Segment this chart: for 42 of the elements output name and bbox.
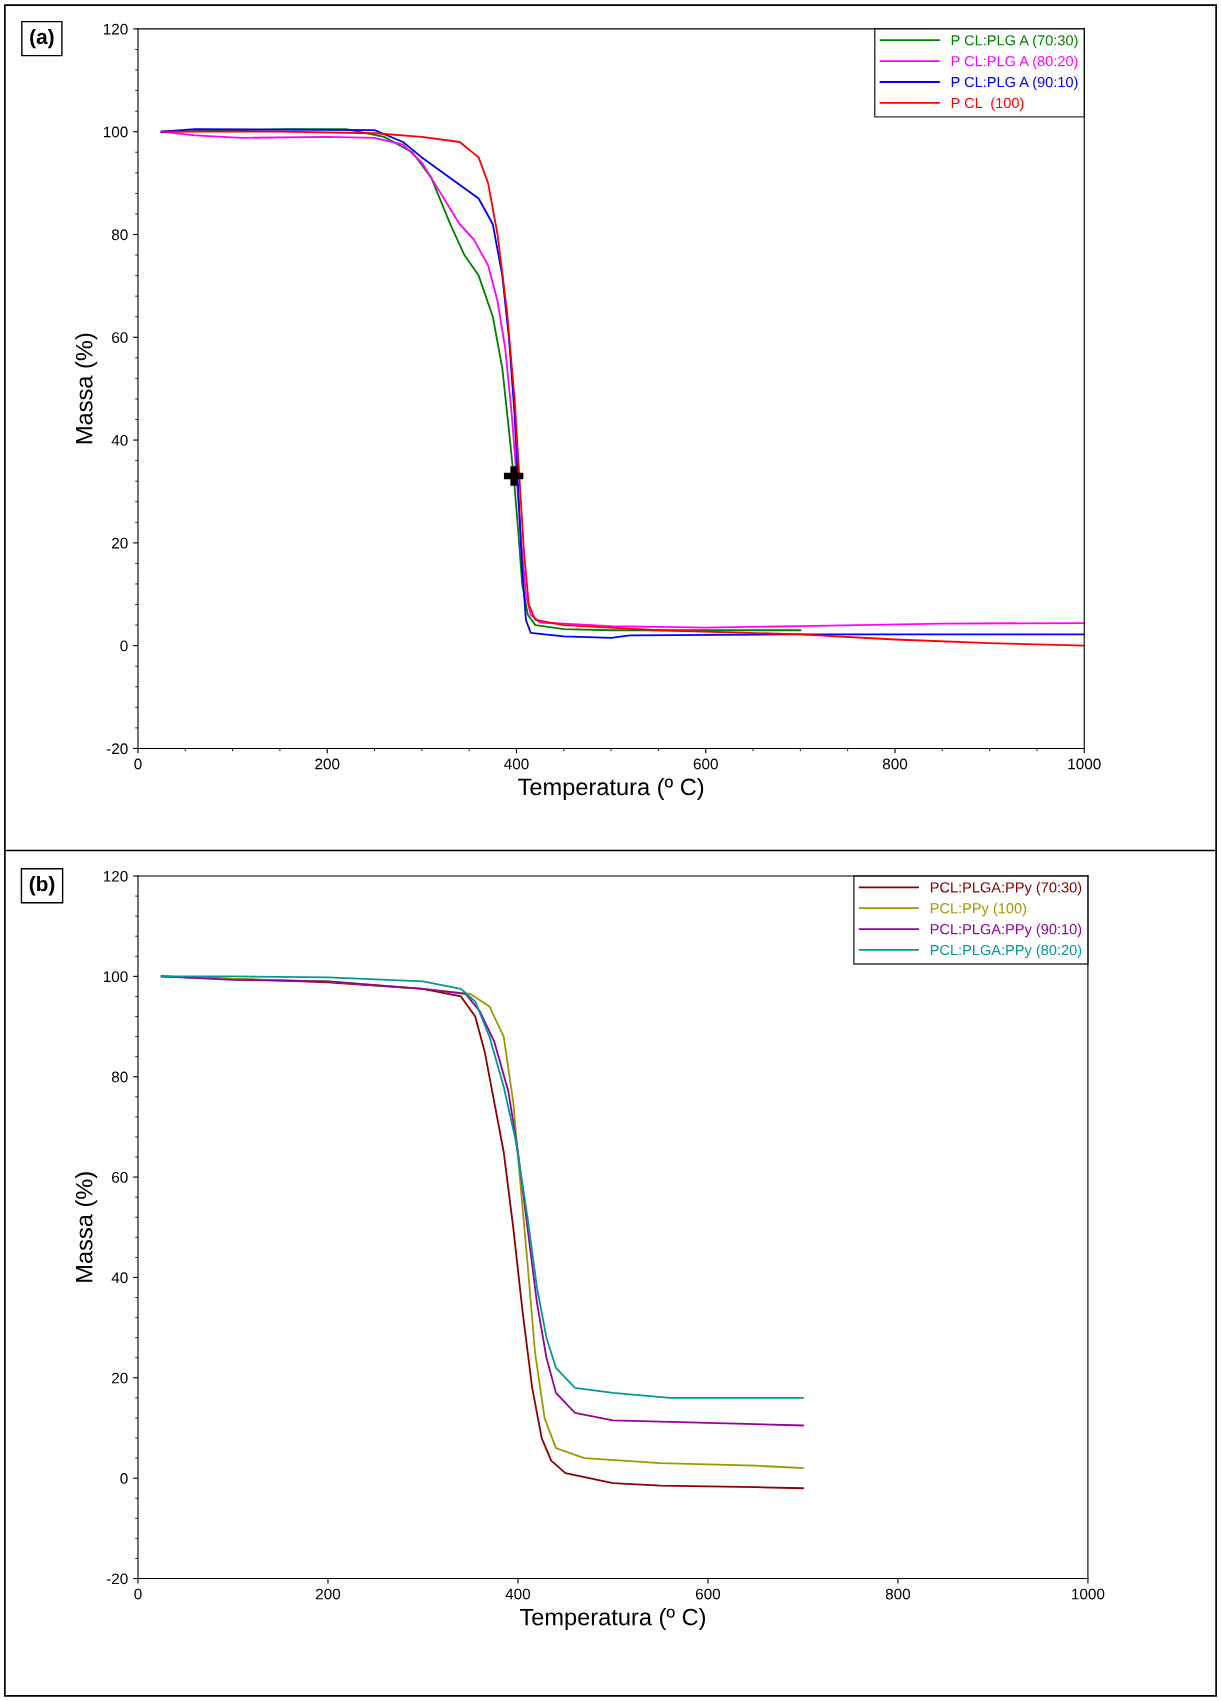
y-tick-label: 80 (111, 229, 128, 241)
x-tick-label: 1000 (1068, 758, 1101, 770)
x-axis-title: Temperatura (º C) (518, 777, 704, 800)
legend-label: PCL:PLGA:PPy (70:30) (930, 881, 1082, 896)
y-tick-label: 60 (112, 332, 128, 343)
legend-label: P CL:PLG A (90:10) (951, 76, 1078, 91)
x-tick-label: 600 (693, 758, 718, 770)
y-axis-title: Massa (%) (75, 1172, 98, 1282)
y-tick-label: 0 (120, 640, 128, 652)
x-tick-label: 200 (315, 758, 340, 770)
x-tick-label: 1000 (1072, 1588, 1105, 1600)
y-axis-title: Massa (%) (75, 333, 98, 444)
y-tick-label: 40 (111, 1272, 128, 1284)
x-tick-label: 200 (315, 1588, 341, 1600)
x-tick-label: 0 (134, 758, 142, 770)
x-tick-label: 0 (134, 1588, 142, 1600)
y-tick-label: 20 (112, 537, 128, 549)
y-tick-label: 0 (120, 1473, 128, 1484)
legend-label: PCL:PLGA:PPy (80:20) (930, 944, 1082, 959)
legend-label: P CL (100) (951, 97, 1024, 111)
y-tick-label: -20 (106, 743, 128, 755)
y-tick-label: -20 (106, 1573, 128, 1585)
y-tick-label: 80 (111, 1071, 128, 1083)
text: (a) (30, 28, 54, 49)
y-tick-label: 20 (112, 1372, 128, 1384)
x-tick-label: 800 (885, 1588, 911, 1600)
legend-label: P CL:PLG A (80:20) (951, 55, 1078, 70)
x-tick-label: 800 (882, 758, 908, 770)
y-tick-label: 120 (103, 870, 128, 882)
y-tick-label: 100 (103, 126, 128, 138)
y-tick-label: 120 (103, 23, 128, 35)
x-tick-label: 400 (504, 758, 529, 770)
y-tick-label: 100 (103, 971, 128, 983)
legend-label: P CL:PLG A (70:30) (951, 34, 1078, 49)
legend-label: PCL:PLGA:PPy (90:10) (930, 923, 1082, 938)
y-tick-label: 40 (111, 434, 128, 446)
x-axis-title: Temperatura (º C) (519, 1608, 706, 1631)
y-tick-label: 60 (112, 1171, 128, 1183)
text: (b) (29, 876, 55, 896)
x-tick-label: 400 (505, 1588, 531, 1600)
legend-label: PCL:PPy (100) (930, 902, 1027, 917)
x-tick-label: 600 (695, 1588, 721, 1600)
